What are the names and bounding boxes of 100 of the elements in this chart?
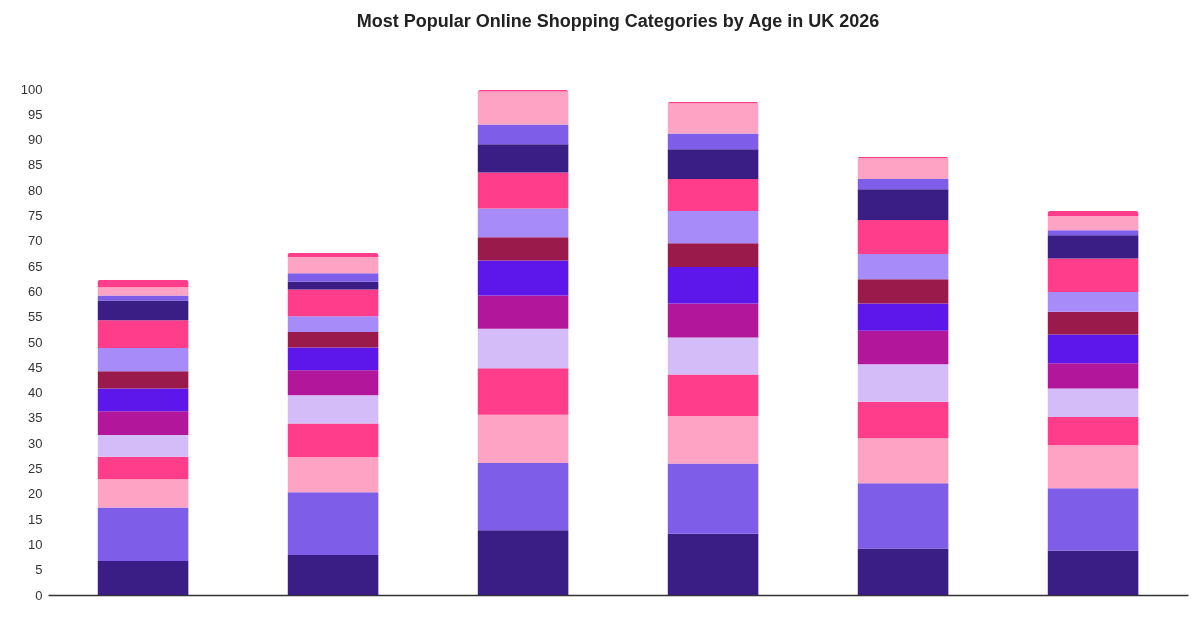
y-tick-label: 50 [28, 334, 43, 350]
y-tick-label: 75 [28, 208, 43, 223]
y-tick-label: 45 [28, 359, 43, 375]
bar [667, 463, 759, 534]
bar [857, 253, 949, 280]
bar [97, 561, 189, 595]
bar [97, 300, 189, 321]
bar [667, 243, 759, 268]
bar [857, 189, 949, 221]
bar [287, 256, 379, 274]
y-tick-label: 40 [28, 385, 43, 401]
bar [477, 295, 569, 329]
bar [477, 368, 569, 415]
bar [1047, 445, 1139, 489]
bar [477, 328, 569, 369]
bar [667, 149, 759, 180]
bar [667, 210, 759, 244]
bar [667, 533, 759, 595]
bar [857, 401, 949, 439]
bar [97, 287, 189, 296]
y-tick-label: 35 [28, 410, 43, 426]
bar [857, 220, 949, 254]
bar [97, 295, 189, 301]
bar [287, 273, 379, 282]
bar [1047, 334, 1139, 364]
bar [1047, 235, 1139, 259]
bar [1047, 550, 1139, 595]
bar [667, 267, 759, 304]
y-tick-label: 80 [28, 182, 43, 198]
bar [667, 179, 759, 211]
bar [1047, 291, 1139, 312]
bar [667, 133, 759, 150]
bar [477, 172, 569, 209]
bar [1047, 230, 1139, 236]
bar [287, 423, 379, 458]
bar [1047, 258, 1139, 292]
bar [97, 411, 189, 436]
bar [287, 370, 379, 396]
bar [477, 260, 569, 296]
y-tick-label: 0 [35, 587, 43, 603]
bar [477, 237, 569, 261]
bar [477, 530, 569, 595]
bar [857, 438, 949, 484]
y-tick-label: 20 [28, 486, 43, 502]
bar [667, 303, 759, 338]
bar [1047, 388, 1139, 417]
bar [667, 337, 759, 375]
bar [857, 158, 949, 180]
bar [97, 479, 189, 508]
y-tick-label: 60 [28, 283, 43, 299]
bar [97, 435, 189, 457]
bar [287, 347, 379, 371]
y-tick-label: 25 [28, 461, 43, 476]
bar [1047, 363, 1139, 389]
bar [477, 208, 569, 238]
y-tick-label: 70 [28, 233, 43, 249]
bar [1047, 216, 1139, 231]
y-tick-label: 90 [28, 132, 43, 148]
bar [97, 507, 189, 562]
bar [857, 179, 949, 190]
bar [477, 414, 569, 463]
bar [287, 492, 379, 556]
y-tick-label: 95 [28, 106, 43, 122]
bar [97, 320, 189, 349]
bar [667, 415, 759, 464]
bar [857, 303, 949, 331]
bar [857, 279, 949, 304]
bar [477, 462, 569, 531]
bar [857, 548, 949, 595]
bar [287, 395, 379, 424]
y-tick-label: 55 [28, 309, 43, 325]
bar [857, 483, 949, 549]
bar [97, 348, 189, 372]
bar [1047, 311, 1139, 335]
bar [97, 388, 189, 412]
y-tick-label: 5 [35, 562, 43, 578]
y-tick-label: 30 [28, 435, 43, 451]
y-tick-label: 100 [20, 81, 43, 97]
bar [667, 103, 759, 134]
y-tick-label: 65 [28, 258, 43, 274]
bar [287, 252, 379, 257]
bar [667, 374, 759, 416]
bar [287, 316, 379, 332]
bar [1047, 488, 1139, 551]
bar [287, 331, 379, 348]
bar [97, 279, 189, 288]
chart-title: Most Popular Online Shopping Categories by Age in UK 2026 [356, 11, 880, 31]
y-tick-label: 10 [28, 536, 43, 552]
bar [857, 330, 949, 365]
bar [287, 555, 379, 595]
bar [1047, 416, 1139, 446]
y-tick-label: 85 [28, 157, 43, 173]
y-tick-label: 15 [28, 511, 43, 527]
bar [97, 456, 189, 480]
bar [857, 364, 949, 402]
bar [287, 289, 379, 317]
bar [477, 91, 569, 125]
bar [477, 124, 569, 145]
bar [287, 457, 379, 493]
bar [1047, 210, 1139, 217]
